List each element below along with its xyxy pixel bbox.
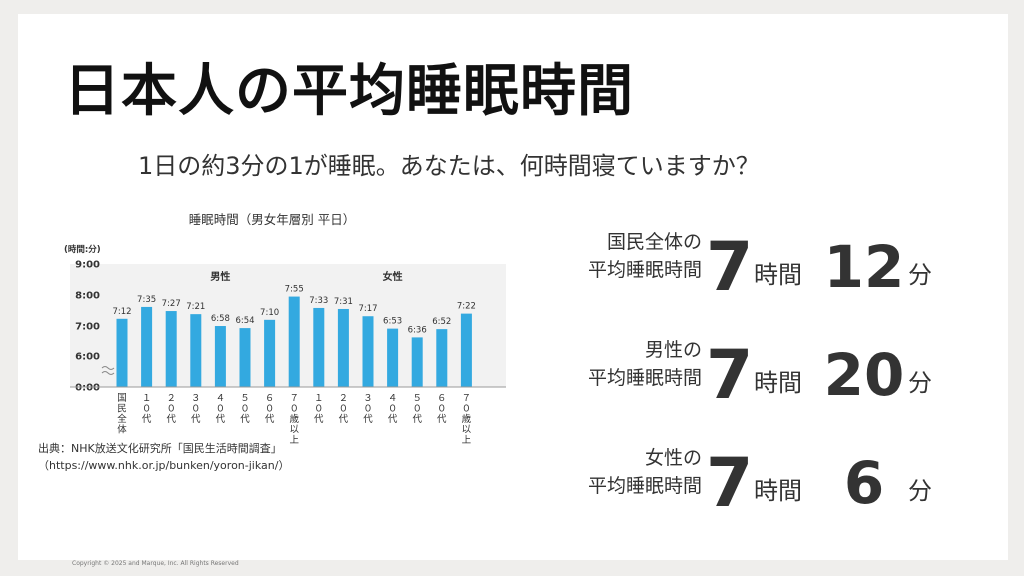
stat-label-line-2: 平均睡眠時間 — [587, 259, 702, 281]
x-tick-label: ４０代 — [388, 393, 398, 425]
data-label: 7:17 — [358, 304, 377, 314]
stat-minutes: 12 — [823, 233, 905, 301]
x-tick-label: ５０代 — [240, 393, 250, 425]
data-label: 7:35 — [137, 295, 156, 305]
data-label: 7:21 — [186, 302, 205, 312]
stat-overall: 国民全体の 平均睡眠時間 7 時間 12 分 — [548, 200, 978, 308]
stat-label-line-1: 国民全体の — [606, 231, 702, 253]
x-tick-label: ７０歳以上 — [462, 393, 472, 446]
x-tick-label: １０代 — [142, 393, 152, 425]
bar — [436, 329, 448, 387]
x-tick-label: ４０代 — [216, 393, 226, 425]
stat-hours: 7 — [706, 336, 753, 415]
minute-unit: 分 — [908, 261, 932, 289]
minute-unit: 分 — [908, 477, 932, 505]
data-label: 7:22 — [457, 302, 476, 312]
copyright-footer: Copyright © 2025 and Marque, Inc. All Ri… — [72, 560, 239, 567]
stat-label: 男性の 平均睡眠時間 — [548, 336, 702, 392]
bar — [239, 328, 251, 387]
data-label: 7:27 — [162, 299, 181, 309]
x-tick-label: ６０代 — [437, 393, 447, 425]
bar — [264, 319, 276, 387]
stat-female: 女性の 平均睡眠時間 7 時間 6 分 — [548, 416, 978, 524]
stats-panel: 国民全体の 平均睡眠時間 7 時間 12 分 男性の 平均睡眠時間 7 時間 2… — [548, 200, 978, 524]
y-tick-label: 0:00 — [75, 383, 100, 394]
x-tick-label: ２０代 — [339, 393, 349, 425]
y-tick-label: 7:00 — [75, 322, 100, 333]
data-label: 6:52 — [432, 317, 451, 327]
y-tick-label: 9:00 — [75, 260, 100, 271]
y-tick-label: 6:00 — [75, 352, 100, 363]
stat-label: 女性の 平均睡眠時間 — [548, 444, 702, 500]
bar — [411, 337, 423, 387]
bar — [362, 316, 374, 387]
data-label: 7:33 — [309, 296, 328, 306]
data-label: 7:10 — [260, 308, 279, 318]
chart-title: 睡眠時間（男女年層別 平日） — [189, 212, 355, 227]
stat-minutes: 6 — [843, 449, 885, 517]
axis-break-mark — [101, 366, 115, 375]
stat-label-line-1: 男性の — [644, 339, 702, 361]
stat-label-line-2: 平均睡眠時間 — [587, 475, 702, 497]
x-tick-label: ５０代 — [412, 393, 422, 425]
data-label: 7:12 — [112, 307, 131, 317]
hour-unit: 時間 — [754, 261, 802, 289]
source-line-1: 出典：NHK放送文化研究所「国民生活時間調査」 — [38, 442, 282, 455]
bar — [190, 314, 202, 387]
stat-label-line-2: 平均睡眠時間 — [587, 367, 702, 389]
source-citation: 出典：NHK放送文化研究所「国民生活時間調査」 （https://www.nhk… — [38, 440, 289, 474]
bar — [141, 306, 153, 387]
bar — [387, 328, 399, 387]
stat-label-line-1: 女性の — [644, 447, 702, 469]
stat-label: 国民全体の 平均睡眠時間 — [548, 228, 702, 284]
stat-male: 男性の 平均睡眠時間 7 時間 20 分 — [548, 308, 978, 416]
data-label: 6:54 — [235, 316, 254, 326]
x-tick-label: 国民全体 — [117, 393, 127, 436]
data-label: 6:53 — [383, 317, 402, 327]
x-tick-label: １０代 — [314, 393, 324, 425]
data-label: 7:31 — [334, 297, 353, 307]
bar — [313, 307, 325, 387]
slide-title: 日本人の平均睡眠時間 — [64, 59, 634, 124]
stat-hours: 7 — [706, 444, 753, 523]
slide-subtitle: 1日の約3分の1が睡眠。あなたは、何時間寝ていますか？ — [138, 152, 760, 180]
hour-unit: 時間 — [754, 477, 802, 505]
data-label: 7:55 — [285, 285, 304, 295]
data-label: 6:58 — [211, 314, 230, 324]
bar — [460, 313, 472, 387]
stat-minutes: 20 — [823, 341, 905, 409]
x-tick-label: ７０歳以上 — [289, 393, 299, 446]
y-axis-label: (時間:分) — [64, 244, 101, 255]
y-tick-label: 8:00 — [75, 291, 100, 302]
bar — [165, 311, 177, 387]
sleep-chart: 睡眠時間（男女年層別 平日） (時間:分) 9:00 8:00 7:00 6:00 0:00… — [38, 200, 508, 480]
x-tick-label: ３０代 — [363, 393, 373, 425]
bar — [288, 296, 300, 387]
minute-unit: 分 — [908, 369, 932, 397]
x-tick-label: ６０代 — [265, 393, 275, 425]
source-line-2: （https://www.nhk.or.jp/bunken/yoron-jika… — [38, 459, 290, 472]
group-label: 女性 — [383, 270, 403, 283]
x-tick-label: ２０代 — [166, 393, 176, 425]
bar — [116, 318, 128, 387]
bar — [214, 326, 226, 387]
group-label: 男性 — [210, 270, 230, 283]
data-label: 6:36 — [408, 325, 427, 335]
stat-hours: 7 — [706, 228, 753, 307]
bar — [337, 308, 349, 387]
hour-unit: 時間 — [754, 369, 802, 397]
x-tick-label: ３０代 — [191, 393, 201, 425]
